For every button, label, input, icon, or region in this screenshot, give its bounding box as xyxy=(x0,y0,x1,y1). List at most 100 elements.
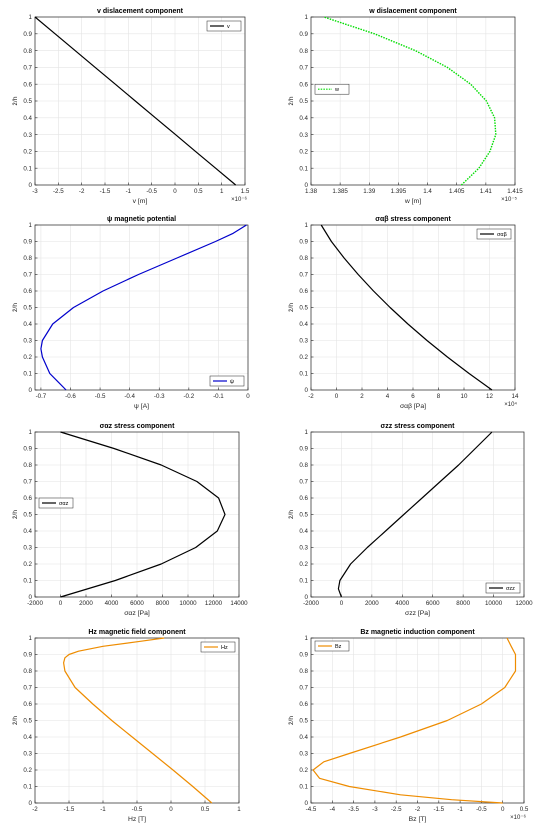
legend: Hz xyxy=(200,641,236,653)
y-tick-label: 0.9 xyxy=(23,652,32,659)
x-tick-label: -2 xyxy=(32,806,38,813)
chart-panel-8: -4.5 -4 -3.5 -3 -2.5 -2 -1.5 -1 -0.5 0 0.5 0 0.1 0.2 0… xyxy=(288,629,529,823)
x-tick-label: 0 xyxy=(59,600,63,607)
y-tick-label: 0.5 xyxy=(23,305,32,312)
y-tick-label: 0.3 xyxy=(299,338,308,345)
x-tick-label: -2.5 xyxy=(53,188,64,195)
y-tick-label: 0.5 xyxy=(299,305,308,312)
y-tick-label: 0.2 xyxy=(299,561,308,568)
x-tick-label: 2 xyxy=(360,393,364,400)
x-tick-label: 6 xyxy=(411,393,415,400)
x-tick-label: 8000 xyxy=(156,600,170,607)
x-tick-label: -0.5 xyxy=(95,393,106,400)
y-tick-label: 0.7 xyxy=(23,479,32,486)
y-tick-label: 0.5 xyxy=(23,718,32,725)
x-tick-label: 1.38 xyxy=(305,188,318,195)
x-tick-label: -0.5 xyxy=(146,188,157,195)
x-tick-label: -0.7 xyxy=(36,393,47,400)
y-tick-label: 0 xyxy=(305,182,309,189)
x-tick-label: -3 xyxy=(372,806,378,813)
y-tick-label: 0.7 xyxy=(299,685,308,692)
y-tick-label: 1 xyxy=(305,635,309,642)
x-tick-label: -3.5 xyxy=(348,806,359,813)
y-tick-label: 1 xyxy=(29,14,33,21)
chart-panel-2: 1.38 1.385 1.39 1.395 1.4 1.405 1.41 1.415 0 0.1 0… xyxy=(288,8,523,205)
y-tick-label: 0.1 xyxy=(23,784,32,791)
x-tick-label: -2 xyxy=(415,806,421,813)
x-tick-label: -1.5 xyxy=(100,188,111,195)
y-tick-label: 0.1 xyxy=(23,165,32,172)
y-tick-label: 0.6 xyxy=(299,495,308,502)
y-tick-label: 0 xyxy=(305,800,309,807)
legend-label: Bz xyxy=(335,644,342,650)
y-tick-label: 1 xyxy=(29,429,33,436)
x-tick-label: 1.385 xyxy=(332,188,348,195)
x-tick-label: 0.5 xyxy=(194,188,203,195)
y-axis-label: z̄/h xyxy=(288,303,295,312)
y-tick-label: 0.1 xyxy=(299,784,308,791)
y-tick-label: 0.3 xyxy=(299,751,308,758)
y-tick-label: 0.6 xyxy=(23,288,32,295)
y-axis-label: z̄/h xyxy=(288,510,295,519)
x-tick-label: 0 xyxy=(501,806,505,813)
x-tick-label: -2 xyxy=(308,393,314,400)
y-tick-label: 0.3 xyxy=(299,132,308,139)
x-tick-label: -0.2 xyxy=(183,393,194,400)
x-tick-label: 1.41 xyxy=(480,188,493,195)
chart-title: σαβ stress component xyxy=(375,216,451,223)
y-tick-label: 0.5 xyxy=(299,718,308,725)
legend-label: w xyxy=(334,87,339,93)
legend: ψ xyxy=(209,375,245,387)
x-tick-label: 10000 xyxy=(179,600,197,607)
chart-title: ψ magnetic potential xyxy=(107,216,176,223)
x-tick-label: 4000 xyxy=(395,600,409,607)
x-tick-label: 1 xyxy=(237,806,241,813)
x-tick-label: 10000 xyxy=(485,600,503,607)
y-tick-label: 0.3 xyxy=(299,545,308,552)
y-tick-label: 0.4 xyxy=(299,528,308,535)
x-tick-label: -1.5 xyxy=(433,806,444,813)
y-tick-label: 0.1 xyxy=(299,371,308,378)
legend-label: σzz xyxy=(506,586,515,592)
x-tick-label: 2000 xyxy=(365,600,379,607)
y-tick-label: 0 xyxy=(29,387,33,394)
y-axis-label: z̄/h xyxy=(12,96,19,105)
x-tick-label: -0.3 xyxy=(154,393,165,400)
x-tick-label: -0.5 xyxy=(132,806,143,813)
chart-panel-1: -3 -2.5 -2 -1.5 -1 -0.5 0 0.5 1 1.5 0 0.1 0.2 0.3 0.4 0… xyxy=(12,8,250,205)
x-tick-label: -4 xyxy=(330,806,336,813)
y-axis-label: z̄/h xyxy=(288,716,295,725)
y-axis-label: z̄/h xyxy=(12,716,19,725)
y-tick-label: 0 xyxy=(305,387,309,394)
x-axis-label: ψ [A] xyxy=(134,403,149,410)
legend-label: v xyxy=(227,24,230,30)
y-tick-label: 1 xyxy=(29,635,33,642)
series-line-v xyxy=(34,16,237,186)
y-axis-label: z̄/h xyxy=(288,96,295,105)
y-tick-label: 1 xyxy=(305,14,309,21)
y-tick-label: 0.6 xyxy=(23,701,32,708)
y-tick-label: 0.1 xyxy=(23,371,32,378)
series-line-σzz xyxy=(337,431,493,598)
x-tick-label: -1 xyxy=(100,806,106,813)
y-tick-label: 0.6 xyxy=(23,495,32,502)
x-tick-label: 14000 xyxy=(230,600,248,607)
y-tick-label: 0.6 xyxy=(299,288,308,295)
y-tick-label: 0.5 xyxy=(299,98,308,105)
x-tick-label: 0 xyxy=(169,806,173,813)
x-tick-label: 12 xyxy=(486,393,493,400)
chart-title: w dislacement component xyxy=(368,8,457,15)
chart-title: σαz stress component xyxy=(100,423,175,430)
x-tick-label: -0.6 xyxy=(65,393,76,400)
series-line-ψ xyxy=(40,224,247,391)
x-exponent: ×10⁻⁵ xyxy=(501,196,517,203)
legend: w xyxy=(314,83,350,95)
y-tick-label: 0.2 xyxy=(23,149,32,156)
x-tick-label: 4000 xyxy=(105,600,119,607)
y-tick-label: 0.5 xyxy=(23,512,32,519)
x-tick-label: 8000 xyxy=(456,600,470,607)
y-tick-label: 0.6 xyxy=(299,701,308,708)
y-tick-label: 0.2 xyxy=(299,767,308,774)
x-tick-label: 12000 xyxy=(515,600,533,607)
